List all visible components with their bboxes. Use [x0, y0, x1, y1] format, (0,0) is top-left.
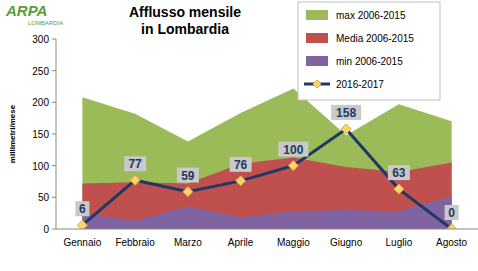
- data-label-group: 76: [230, 157, 252, 172]
- legend-swatch: [306, 56, 328, 66]
- tick: [52, 39, 56, 40]
- area: [82, 157, 451, 229]
- logo-subtitle: LOMBARDIA: [28, 20, 63, 26]
- tick-label: Gennaio: [63, 237, 101, 248]
- data-label-box: [230, 157, 252, 172]
- title: Afflusso mensile: [129, 4, 241, 20]
- tick: [52, 229, 56, 230]
- data-label-group: 100: [278, 142, 308, 157]
- tick-label: 150: [32, 129, 49, 140]
- marker: [447, 224, 457, 229]
- marker: [183, 187, 193, 197]
- legend-label: max 2006-2015: [336, 10, 406, 21]
- legend-label: Media 2006-2015: [336, 33, 414, 44]
- data-label-box: [388, 165, 410, 180]
- line: [82, 129, 451, 229]
- tick-label: 250: [32, 66, 49, 77]
- tick: [52, 70, 56, 71]
- marker: [394, 184, 404, 194]
- data-label-box: [278, 142, 308, 157]
- tick-label: Marzo: [174, 237, 202, 248]
- area: [82, 196, 451, 229]
- data-label: 0: [448, 206, 455, 220]
- legend-box: [298, 2, 440, 100]
- data-label: 59: [181, 169, 195, 183]
- y-axis-label: millimetri/mese: [8, 104, 17, 163]
- legend-marker: [313, 80, 321, 88]
- data-label: 63: [392, 166, 406, 180]
- data-label: 158: [336, 106, 356, 120]
- data-label: 100: [283, 143, 303, 157]
- legend-label: min 2006-2015: [336, 56, 403, 67]
- marker: [77, 220, 87, 229]
- tick-label: Aprile: [228, 237, 254, 248]
- chart: ARPALOMBARDIA Afflusso mensilein Lombardi…: [0, 0, 478, 271]
- data-label: 6: [79, 202, 86, 216]
- data-label-group: 77: [124, 156, 146, 171]
- y-axis: [56, 39, 57, 229]
- data-label-group: 0: [445, 205, 459, 220]
- tick: [52, 102, 56, 103]
- area: [82, 88, 451, 229]
- tick-label: Luglio: [386, 237, 413, 248]
- data-label-group: 158: [331, 105, 361, 120]
- data-label-box: [445, 205, 459, 220]
- tick-label: Maggio: [277, 237, 310, 248]
- tick: [52, 165, 56, 166]
- tick: [52, 197, 56, 198]
- legend: max 2006-2015 Media 2006-2015 min 2006-201…: [298, 2, 440, 100]
- marker: [130, 175, 140, 185]
- marker: [341, 124, 351, 134]
- marker: [288, 161, 298, 171]
- data-label-group: 59: [177, 168, 199, 183]
- data-label-box: [331, 105, 361, 120]
- data-label: 77: [128, 157, 142, 171]
- tick-label: 0: [43, 224, 49, 235]
- tick-label: Agosto: [436, 237, 468, 248]
- data-label-box: [177, 168, 199, 183]
- x-axis: [56, 229, 478, 230]
- plot-area: [77, 88, 456, 229]
- tick-label: 50: [38, 192, 50, 203]
- legend-swatch: [306, 10, 328, 20]
- data-label-box: [124, 156, 146, 171]
- tick-label: 100: [32, 161, 49, 172]
- data-label: 76: [234, 158, 248, 172]
- tick-label: Giugno: [330, 237, 363, 248]
- legend-label: 2016-2017: [336, 79, 384, 90]
- logo: ARPA: [5, 2, 47, 19]
- tick: [52, 134, 56, 135]
- data-label-box: [75, 201, 89, 216]
- tick-label: 300: [32, 34, 49, 45]
- tick-label: 200: [32, 97, 49, 108]
- title: in Lombardia: [141, 21, 229, 37]
- legend-swatch: [306, 33, 328, 43]
- data-label-group: 63: [388, 165, 410, 180]
- marker: [236, 176, 246, 186]
- data-label-group: 6: [75, 201, 89, 216]
- tick-label: Febbraio: [115, 237, 155, 248]
